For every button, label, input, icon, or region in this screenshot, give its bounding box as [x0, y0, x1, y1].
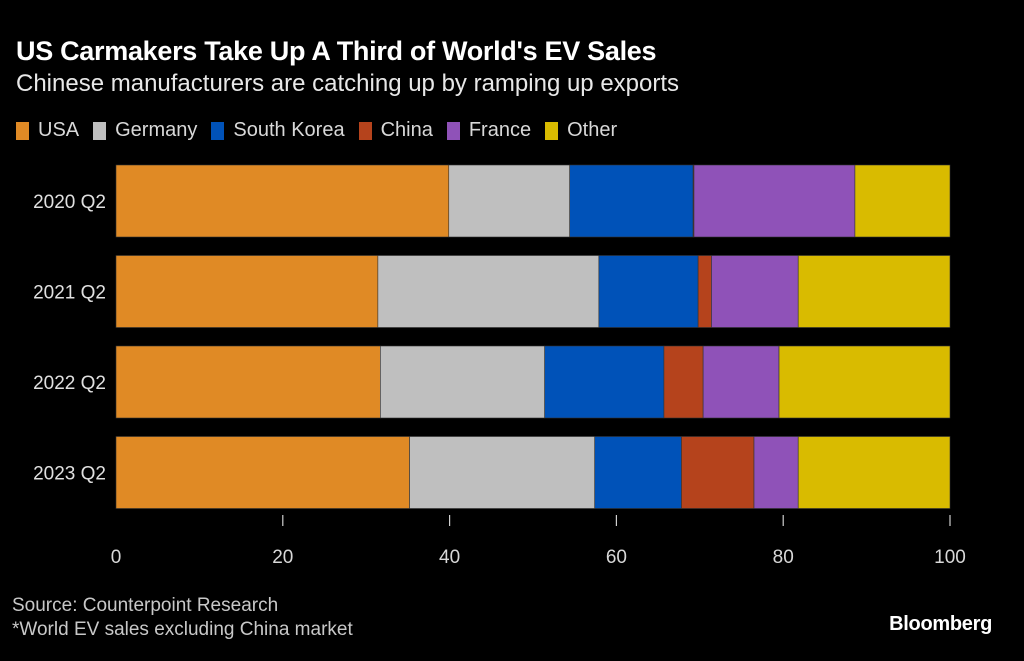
bar-2020-q2-south-korea	[569, 164, 694, 238]
bar-2021-q2-china	[697, 255, 712, 328]
x-tick-label-0: 0	[111, 547, 122, 568]
bar-2021-q2-france	[711, 255, 799, 328]
bar-2021-q2-germany	[377, 255, 600, 328]
legend-label-usa: USA	[38, 119, 80, 141]
bar-2020-q2-other	[854, 164, 951, 238]
x-tick-label-100: 100	[934, 547, 966, 568]
bar-2023-q2-usa	[115, 436, 410, 509]
bar-2020-q2-usa	[115, 164, 450, 238]
bar-2023-q2-other	[797, 436, 951, 509]
bar-2023-q2-france	[753, 436, 799, 509]
x-tick-label-40: 40	[439, 547, 460, 568]
legend-item-china: China	[358, 119, 433, 142]
bar-2022-q2-other	[778, 345, 951, 419]
category-label-2021-q2: 2021 Q2	[33, 283, 106, 304]
bar-2022-q2-usa	[115, 345, 381, 419]
legend-swatch-usa	[16, 121, 29, 140]
bloomberg-logo: Bloomberg	[889, 613, 992, 635]
legend-label-south-korea: South Korea	[233, 119, 345, 141]
bar-2020-q2-germany	[448, 164, 570, 238]
bar-2021-q2-usa	[115, 255, 379, 328]
legend-swatch-south-korea	[211, 121, 225, 140]
bar-2022-q2-france	[702, 345, 780, 419]
x-tick-label-60: 60	[606, 547, 627, 568]
legend: USA Germany South Korea China France Oth…	[16, 119, 631, 142]
legend-swatch-china	[358, 121, 372, 140]
legend-item-germany: Germany	[93, 119, 197, 142]
footnote: *World EV sales excluding China market	[12, 619, 353, 640]
footer: Source: Counterpoint Research *World EV …	[12, 594, 353, 642]
category-label-2023-q2: 2023 Q2	[33, 464, 106, 485]
bar-2022-q2-china	[663, 345, 704, 419]
legend-label-other: Other	[567, 119, 618, 141]
legend-label-china: China	[380, 119, 433, 141]
legend-label-france: France	[468, 119, 532, 141]
bar-2022-q2-south-korea	[544, 345, 665, 419]
legend-item-usa: USA	[16, 119, 79, 142]
category-label-2020-q2: 2020 Q2	[33, 192, 106, 213]
bar-2023-q2-china	[681, 436, 755, 509]
x-tick-label-80: 80	[773, 547, 794, 568]
legend-swatch-other	[545, 121, 559, 140]
bar-2021-q2-south-korea	[598, 255, 699, 328]
legend-label-germany: Germany	[115, 119, 198, 141]
legend-swatch-france	[446, 121, 460, 140]
source-note: Source: Counterpoint Research	[12, 595, 279, 616]
legend-swatch-germany	[93, 121, 107, 140]
bar-2022-q2-germany	[380, 345, 545, 419]
bar-2021-q2-other	[797, 255, 951, 328]
bar-2023-q2-south-korea	[594, 436, 682, 509]
bar-2023-q2-germany	[409, 436, 596, 509]
legend-item-south-korea: South Korea	[211, 119, 345, 142]
chart-subtitle: Chinese manufacturers are catching up by…	[16, 70, 680, 97]
legend-item-other: Other	[545, 119, 617, 142]
category-label-2022-q2: 2022 Q2	[33, 373, 106, 394]
chart-title: US Carmakers Take Up A Third of World's …	[16, 36, 657, 66]
legend-item-france: France	[446, 119, 532, 142]
x-tick-label-20: 20	[272, 547, 293, 568]
bar-2020-q2-france	[693, 164, 856, 238]
